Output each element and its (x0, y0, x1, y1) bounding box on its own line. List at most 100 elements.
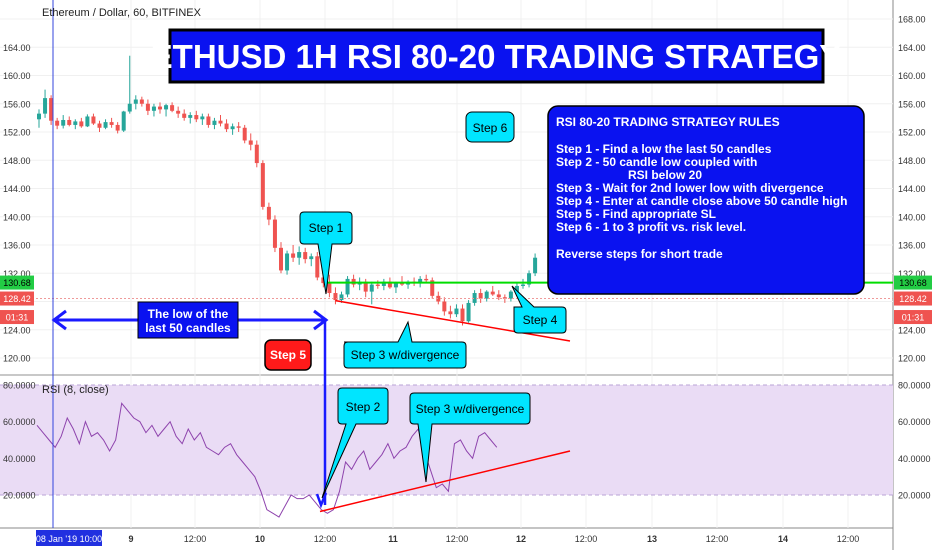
title-banner-text: ETHUSD 1H RSI 80-20 TRADING STRATEGY (151, 38, 842, 75)
time-tick-label: 9 (128, 534, 133, 544)
time-tick-label: 14 (778, 534, 788, 544)
price-left-badge (0, 310, 34, 325)
candle-body-up (85, 116, 90, 127)
rsi-left-tick-label: 40.0000 (3, 454, 36, 464)
candle-body-up (339, 294, 344, 301)
time-tick-label: 12:00 (184, 534, 207, 544)
candle-body-up (533, 257, 538, 274)
time-tick-label: 12:00 (314, 534, 337, 544)
price-left-tick-label: 136.00 (3, 241, 31, 251)
candle-body-down (97, 123, 102, 128)
candle-body-up (393, 283, 398, 288)
candle-body-down (303, 252, 308, 260)
candle-body-up (466, 302, 471, 322)
time-current-badge (36, 530, 102, 546)
rules-line-7: Step 6 - 1 to 3 profit vs. risk level. (556, 220, 746, 234)
price-left-tick-label: 156.00 (3, 99, 31, 109)
step-connector-arrowhead (315, 492, 328, 509)
price-tick-label: 156.00 (898, 99, 926, 109)
rsi-right-tick-label: 40.0000 (898, 454, 931, 464)
time-tick-label: 11 (388, 534, 398, 544)
price-tick-label: 136.00 (898, 241, 926, 251)
candle-body-down (478, 293, 483, 299)
price-left-tick-label: 144.00 (3, 184, 31, 194)
candle-body-down (387, 281, 392, 288)
candle-body-up (285, 253, 290, 271)
price-left-tick-label: 124.00 (3, 325, 31, 335)
price-tick-label: 120.00 (898, 354, 926, 364)
candle-body-down (315, 256, 320, 278)
candle-body-down (291, 253, 296, 258)
candle-body-down (145, 103, 150, 111)
candle-body-up (309, 256, 314, 260)
candle-body-down (182, 113, 187, 118)
title-banner (168, 28, 825, 84)
rules-line-1: Step 1 - Find a low the last 50 candles (556, 142, 772, 156)
price-left-tick-label: 152.00 (3, 128, 31, 138)
rules-line-4: Step 3 - Wait for 2nd lower low with div… (556, 181, 824, 195)
price-left-badge (0, 291, 34, 306)
rules-line-6: Step 5 - Find appropriate SL (556, 207, 716, 221)
low-range-label-box (137, 301, 239, 339)
price-left-tick-label: 140.00 (3, 212, 31, 222)
step1-callout (299, 211, 353, 295)
rsi-left-tick-label: 60.0000 (3, 417, 36, 427)
candle-body-up (127, 103, 132, 112)
candle-body-down (55, 120, 60, 126)
price-tick-label: 152.00 (898, 128, 926, 138)
price-left-badge-label: 128.42 (3, 294, 31, 304)
candle-body-up (484, 291, 489, 299)
candle-body-down (242, 127, 247, 141)
rsi-right-tick-label: 80.0000 (898, 381, 931, 391)
candle-body-up (381, 281, 386, 286)
candle-layer (37, 55, 538, 326)
price-left-tick-label: 160.00 (3, 71, 31, 81)
candle-body-down (158, 106, 162, 110)
low-range-label-line1: The low of the (148, 307, 229, 321)
candle-body-down (115, 124, 120, 131)
candle-body-up (230, 126, 235, 130)
time-tick-label: 13 (647, 534, 657, 544)
candle-body-up (133, 99, 138, 104)
price-tick-label: 124.00 (898, 325, 926, 335)
candle-body-up (508, 291, 513, 299)
candle-body-up (43, 98, 48, 114)
candle-body-down (224, 123, 229, 130)
candle-body-down (442, 301, 447, 312)
candle-body-down (260, 163, 265, 207)
candle-body-down (490, 291, 495, 295)
candle-body-down (279, 247, 283, 271)
time-current-badge-text: 08 Jan '19 10:00 (36, 534, 102, 544)
candle-body-down (266, 206, 271, 220)
candle-body-down (460, 308, 465, 322)
step5-callout (264, 339, 312, 371)
step2-callout (321, 387, 389, 499)
rsi-right-tick-label: 60.0000 (898, 417, 931, 427)
candle-body-up (164, 105, 169, 110)
rsi-panel-label: RSI (8, close) (42, 384, 109, 396)
candle-body-down (248, 140, 253, 145)
candle-body-up (418, 278, 423, 284)
candle-body-down (139, 99, 144, 104)
candle-body-down (375, 284, 380, 286)
price-tick-label: 148.00 (898, 156, 926, 166)
rules-line-2: Step 2 - 50 candle low coupled with (556, 155, 757, 169)
candle-body-up (73, 121, 78, 125)
price-tick-label: 140.00 (898, 212, 926, 222)
candle-body-up (472, 293, 477, 303)
rsi-left-tick-label: 20.0000 (3, 491, 36, 501)
step3-rsi-label: Step 3 w/divergence (416, 402, 525, 416)
rsi-left-tick-label: 80.0000 (3, 381, 36, 391)
axis-layer: 168.00 164.00 160.00 156.00 152.00 148.00 144.… (0, 15, 932, 544)
symbol-header: Ethereum / Dollar, 60, BITFINEX (42, 7, 202, 19)
candle-body-up (297, 252, 302, 258)
candle-body-down (272, 219, 277, 248)
step6-callout (465, 111, 515, 143)
price-left-badge-label: 130.68 (3, 278, 31, 288)
price-tick-label: 160.00 (898, 71, 926, 81)
rules-box (547, 105, 865, 295)
price-left-tick-label: 132.00 (3, 269, 31, 279)
low-range-arrow-left-head (51, 309, 67, 331)
candle-body-down (109, 122, 114, 125)
